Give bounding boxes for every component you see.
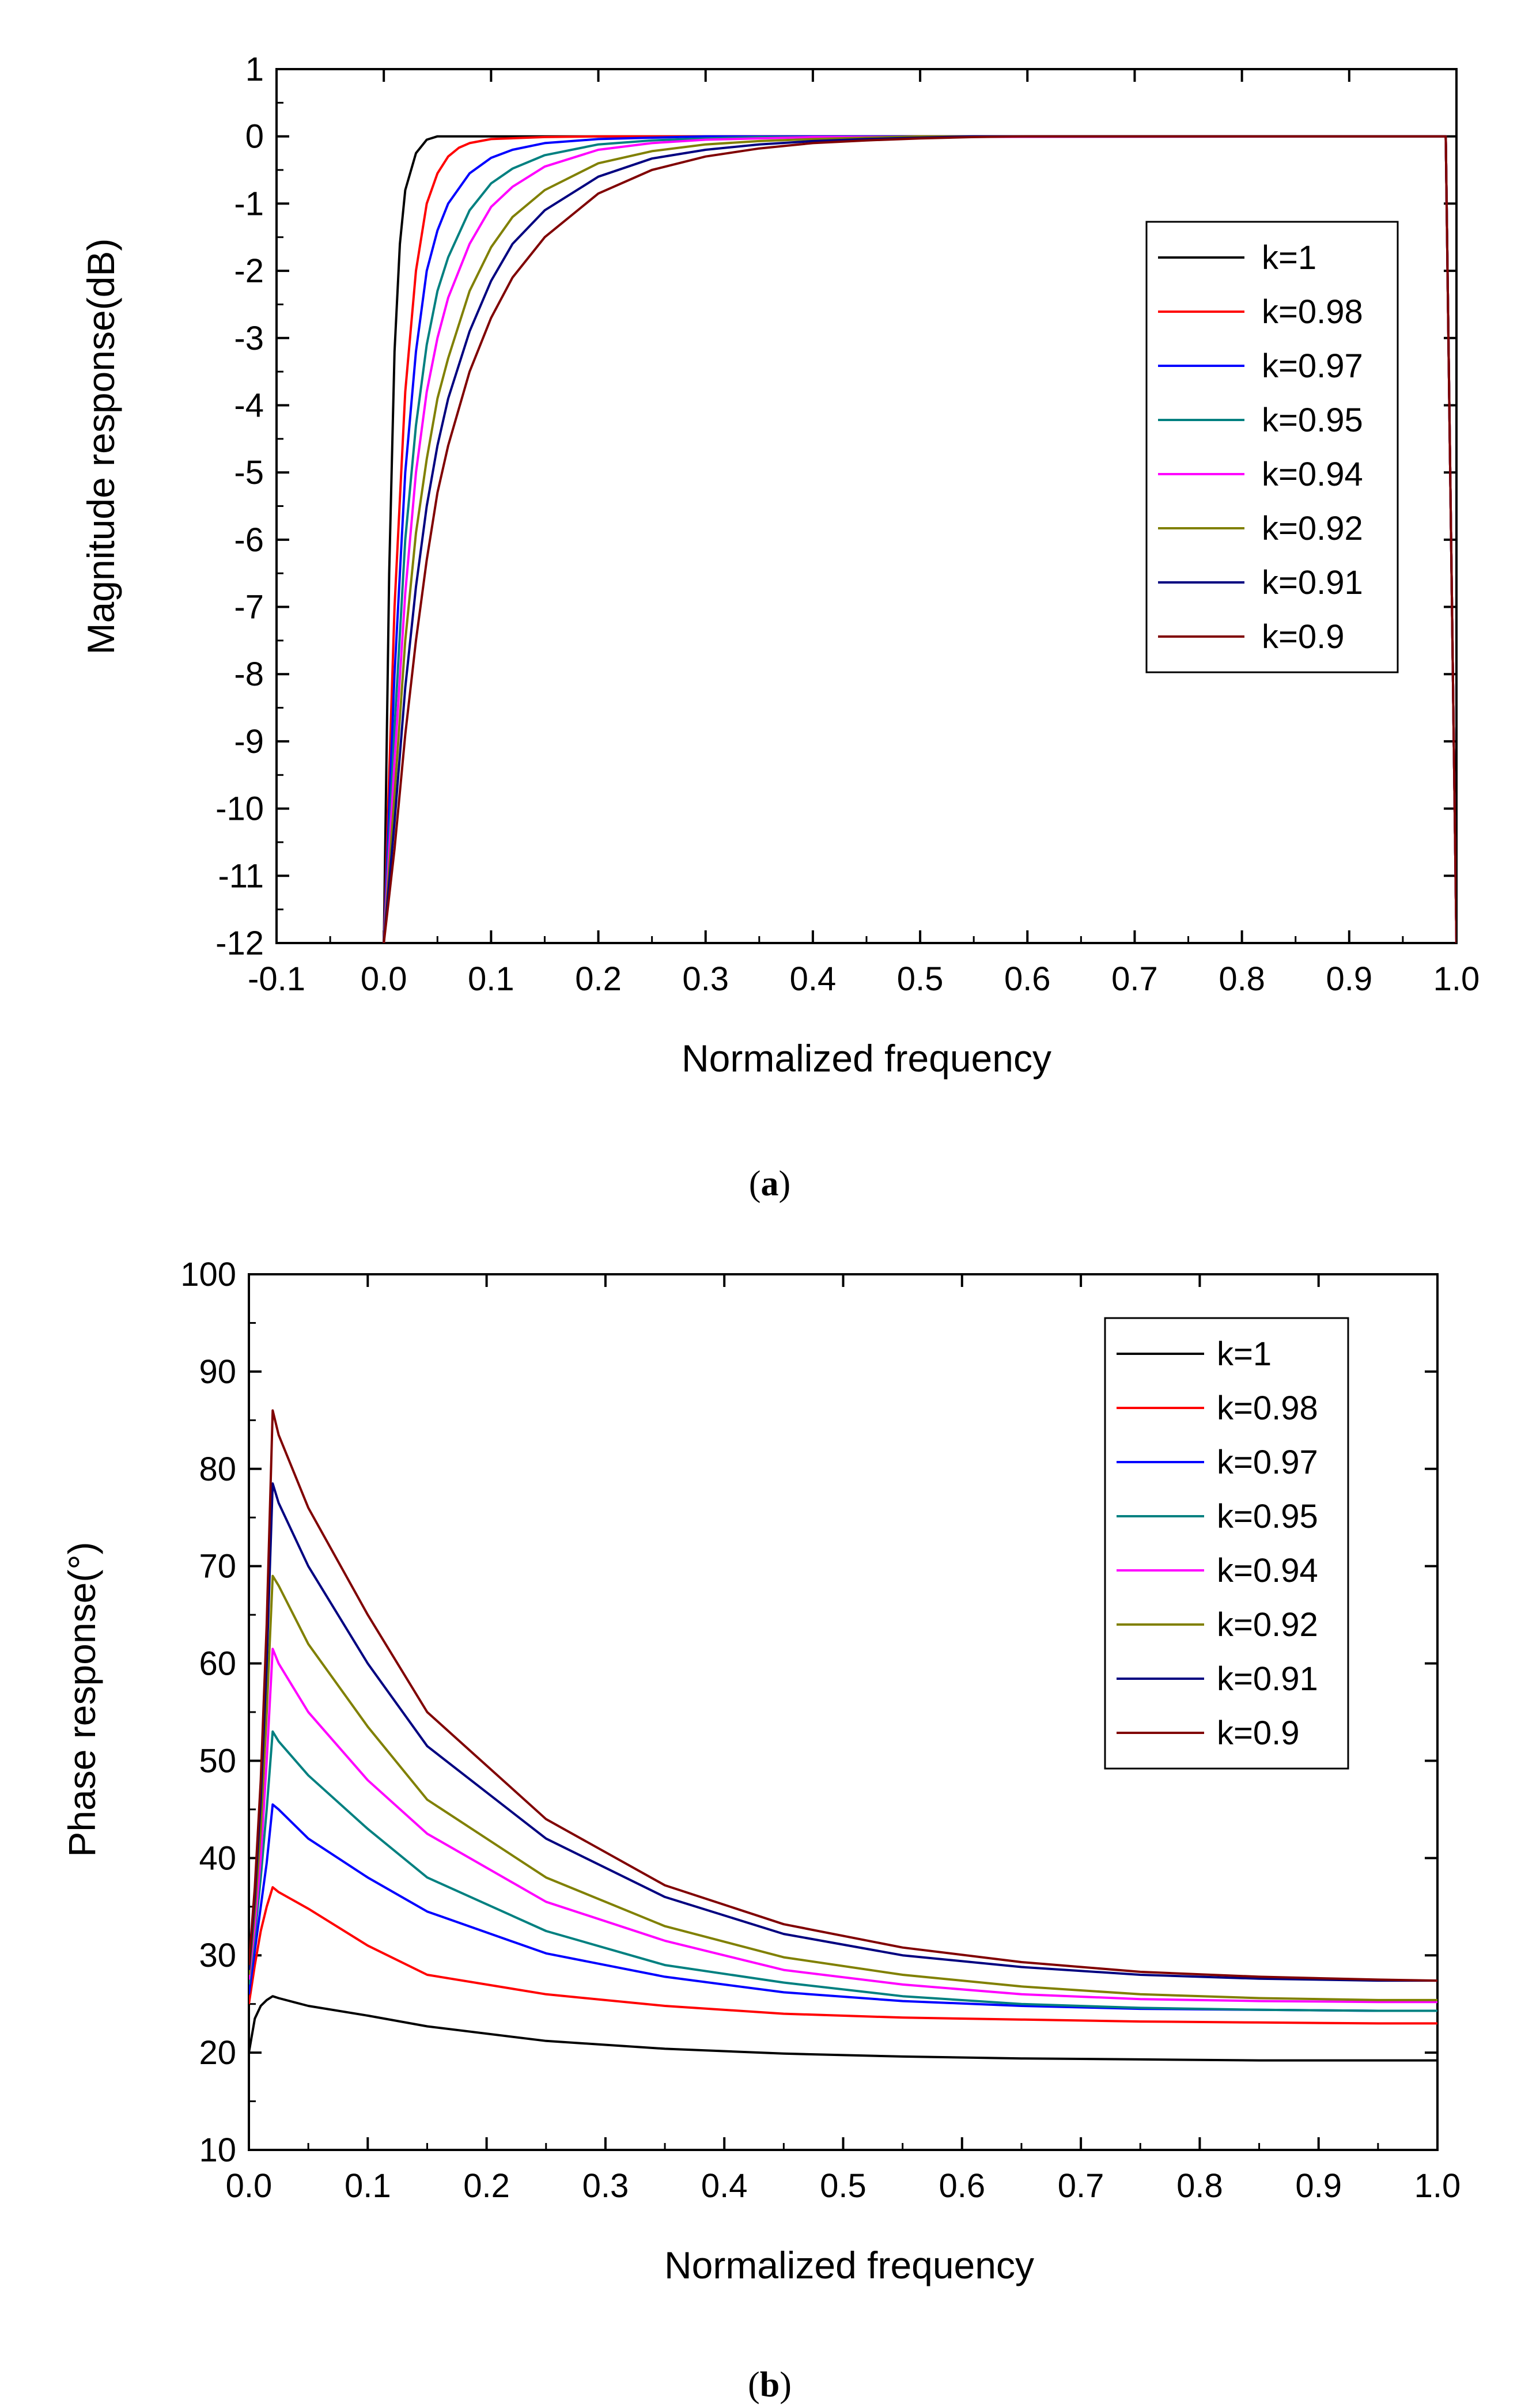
panel-a-legend-label: k=0.98 <box>1262 293 1363 331</box>
panel-a-y-tick-label: 1 <box>245 51 264 88</box>
panel-b-y-tick-label: 10 <box>199 2131 236 2169</box>
panel-a-x-tick-label: 0.6 <box>1004 960 1051 998</box>
panel-a-y-tick-label: -4 <box>234 387 264 424</box>
panel-b-legend-label: k=0.95 <box>1217 1498 1318 1535</box>
panel-b-x-tick-label: 1.0 <box>1414 2167 1461 2205</box>
panel-a-y-tick-label: -8 <box>234 656 264 693</box>
panel-b-caption: (b) <box>748 2365 792 2405</box>
panel-b-x-tick-label: 0.7 <box>1058 2167 1104 2205</box>
panel-b-series-k-0-9 <box>249 1409 1437 1982</box>
panel-b-x-tick-label: 0.5 <box>820 2167 867 2205</box>
panel-b-xlabel: Normalized frequency <box>664 2244 1034 2286</box>
panel-a-xlabel: Normalized frequency <box>682 1037 1051 1080</box>
panel-a-x-tick-label: 0.9 <box>1326 960 1372 998</box>
panel-b-y-tick-label: 30 <box>199 1937 236 1974</box>
panel-a-y-tick-label: -6 <box>234 521 264 559</box>
panel-a-x-tick-label: 0.2 <box>575 960 622 998</box>
panel-b-legend-label: k=1 <box>1217 1335 1272 1373</box>
panel-b-x-tick-label: 0.9 <box>1295 2167 1342 2205</box>
panel-b-x-tick-label: 0.8 <box>1176 2167 1223 2205</box>
panel-b-series-k-1 <box>249 1995 1437 2062</box>
panel-b-ylabel: Phase response(°) <box>60 1542 103 1857</box>
panel-a-y-tick-label: -2 <box>234 252 264 290</box>
panel-a-x-tick-label: 0.1 <box>468 960 514 998</box>
panel-b-legend-label: k=0.97 <box>1217 1444 1318 1481</box>
panel-b-y-tick-label: 50 <box>199 1742 236 1780</box>
panel-b-x-tick-label: 0.3 <box>582 2167 629 2205</box>
panel-b-series-k-0-91 <box>249 1482 1437 1982</box>
panel-a-legend-label: k=0.91 <box>1262 564 1363 601</box>
panel-b-x-tick-label: 0.1 <box>345 2167 391 2205</box>
panel-a-y-tick-label: -3 <box>234 320 264 357</box>
panel-b-legend-box <box>1104 1317 1349 1770</box>
panel-a-y-tick-label: -7 <box>234 589 264 626</box>
panel-b-series-k-0-92 <box>249 1574 1437 2001</box>
panel-a-x-tick-label: 0.8 <box>1219 960 1265 998</box>
panel-b-series-group <box>249 1409 1437 2062</box>
panel-a-ylabel: Magnitude response(dB) <box>80 238 122 655</box>
panel-a-y-tick-label: -11 <box>218 857 264 895</box>
panel-b-y-tick-label: 60 <box>199 1645 236 1683</box>
panel-a-x-tick-label: 0.7 <box>1111 960 1158 998</box>
panel-b-legend-label: k=0.9 <box>1217 1714 1300 1752</box>
panel-a-legend: k=1 k=0.98 k=0.97 k=0.95 k=0.94 k=0.92 k=0.91 k… <box>1145 221 1399 673</box>
panel-a-legend-label: k=0.92 <box>1262 510 1363 547</box>
panel-a-series-k-0-94 <box>383 135 1456 943</box>
panel-b-legend-label: k=0.91 <box>1217 1660 1318 1698</box>
panel-a-y-tick-label: -9 <box>234 723 264 760</box>
panel-b-legend-label: k=0.92 <box>1217 1606 1318 1644</box>
panel-b-x-tick-label: 0.0 <box>226 2167 273 2205</box>
panel-a-x-tick-label: 0.5 <box>897 960 944 998</box>
panel-b-x-tick-label: 0.4 <box>701 2167 748 2205</box>
panel-b-series-k-0-94 <box>249 1648 1437 2004</box>
panel-a-x-tick-label: 0.3 <box>682 960 729 998</box>
panel-a-chart: Magnitude response(dB) Normalized freque… <box>80 51 1480 1203</box>
panel-a-y-tick-label: -1 <box>234 185 264 222</box>
panel-b-y-tick-label: 20 <box>199 2034 236 2072</box>
panel-b-y-tick-label: 40 <box>199 1839 236 1877</box>
panel-b-chart: Phase response(°) Normalized frequency (… <box>60 1256 1460 2405</box>
panel-a-legend-label: k=0.95 <box>1262 402 1363 439</box>
panel-b-legend-label: k=0.94 <box>1217 1552 1318 1589</box>
panel-a-caption: (a) <box>749 1164 790 1203</box>
panel-a-legend-label: k=1 <box>1262 239 1316 277</box>
panel-a-legend-box <box>1145 221 1399 673</box>
panel-b-series-k-0-98 <box>249 1886 1437 2025</box>
panel-a-x-tick-label: 0.0 <box>361 960 407 998</box>
panel-b-legend-label: k=0.98 <box>1217 1389 1318 1427</box>
panel-a-legend-label: k=0.9 <box>1262 618 1345 656</box>
panel-b-x-tick-label: 0.2 <box>463 2167 510 2205</box>
panel-a-x-tick-label: 0.4 <box>790 960 837 998</box>
panel-a-x-tick-label: -0.1 <box>248 960 305 998</box>
panel-b-x-tick-label: 0.6 <box>939 2167 985 2205</box>
panel-a-x-tick-label: 1.0 <box>1433 960 1480 998</box>
panel-b-y-tick-label: 80 <box>199 1451 236 1488</box>
panel-b-y-tick-label: 100 <box>180 1256 236 1293</box>
panel-a-legend-label: k=0.97 <box>1262 347 1363 385</box>
panel-a-legend-label: k=0.94 <box>1262 456 1363 493</box>
panel-a-y-tick-label: 0 <box>245 118 264 156</box>
panel-b-series-k-0-95 <box>249 1730 1437 2012</box>
panel-b-legend: k=1 k=0.98 k=0.97 k=0.95 k=0.94 k=0.92 k=0.91 k… <box>1104 1317 1349 1770</box>
panel-a-y-tick-label: -10 <box>215 790 264 828</box>
panel-a-y-tick-label: -5 <box>234 454 264 491</box>
panel-a-series-k-0-9 <box>383 135 1456 943</box>
panel-a-y-tick-label: -12 <box>215 925 264 962</box>
panel-b-y-tick-label: 90 <box>199 1353 236 1391</box>
panel-a-series-k-0-92 <box>383 135 1456 943</box>
panel-b-y-tick-label: 70 <box>199 1548 236 1585</box>
panel-a-series-group <box>383 135 1456 943</box>
